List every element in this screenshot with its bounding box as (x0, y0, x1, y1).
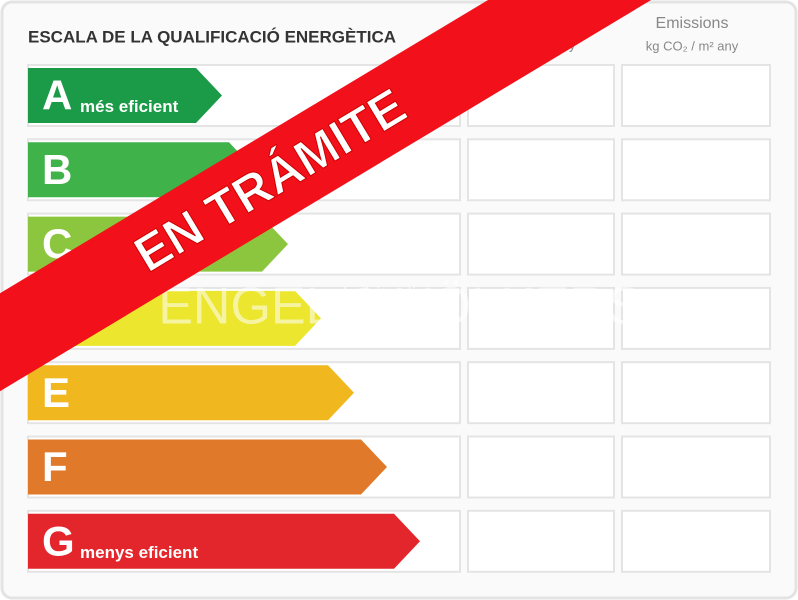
value-cell (467, 435, 615, 499)
value-cell (467, 286, 615, 350)
rating-arrow (28, 513, 420, 569)
title: ESCALA DE LA QUALIFICACIÓ ENERGÈTICA (28, 27, 396, 46)
value-cell (467, 138, 615, 202)
value-cell (621, 509, 771, 573)
value-cell (621, 212, 771, 276)
rating-letter: B (42, 146, 72, 193)
column-unit: kg CO₂ / m² any (646, 38, 739, 53)
rating-letter: A (42, 72, 72, 119)
watermark-small: habitaclia (343, 284, 428, 306)
value-cell (621, 361, 771, 425)
rating-arrow (28, 365, 354, 421)
rating-letter: E (42, 369, 70, 416)
rating-note: menys eficient (80, 543, 198, 562)
column-label: Emissions (656, 15, 729, 32)
value-cell (467, 212, 615, 276)
value-cell (621, 138, 771, 202)
value-cell (621, 435, 771, 499)
value-cell (621, 286, 771, 350)
value-cell (467, 509, 615, 573)
rating-arrow (28, 439, 387, 495)
value-cell (467, 361, 615, 425)
rating-arrow (28, 68, 222, 123)
banner-band (0, 0, 652, 433)
watermark: ENGEL & VÖLKERS (158, 278, 642, 336)
rating-letter: F (42, 443, 68, 490)
rating-letter: G (42, 517, 75, 564)
rating-note: més eficient (80, 97, 179, 116)
value-cell (621, 64, 771, 127)
